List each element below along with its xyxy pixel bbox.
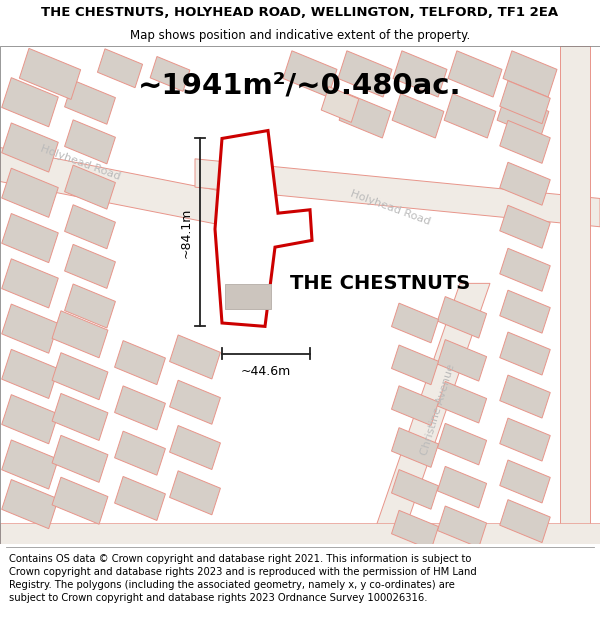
Bar <box>500 121 550 163</box>
Bar <box>500 332 550 375</box>
Bar <box>2 123 58 172</box>
Bar <box>2 394 58 444</box>
Bar <box>170 335 220 379</box>
Bar <box>115 341 166 384</box>
Text: ~1941m²/~0.480ac.: ~1941m²/~0.480ac. <box>138 71 462 99</box>
Polygon shape <box>370 283 490 544</box>
Bar <box>392 428 439 468</box>
Bar <box>2 259 58 308</box>
Polygon shape <box>195 159 600 227</box>
Bar <box>444 94 496 138</box>
Bar <box>65 244 115 288</box>
Bar <box>392 303 439 343</box>
Bar <box>500 205 550 248</box>
Bar <box>52 311 108 358</box>
Bar <box>52 352 108 400</box>
Text: Map shows position and indicative extent of the property.: Map shows position and indicative extent… <box>130 29 470 42</box>
Polygon shape <box>0 148 230 227</box>
Bar <box>392 345 439 385</box>
Bar <box>392 94 444 138</box>
Bar <box>52 478 108 524</box>
Bar <box>500 418 550 461</box>
Bar <box>2 479 58 529</box>
Text: THE CHESTNUTS, HOLYHEAD ROAD, WELLINGTON, TELFORD, TF1 2EA: THE CHESTNUTS, HOLYHEAD ROAD, WELLINGTON… <box>41 6 559 19</box>
Bar <box>497 94 549 138</box>
Bar <box>393 51 447 97</box>
Bar <box>392 386 439 426</box>
Text: THE CHESTNUTS: THE CHESTNUTS <box>290 274 470 293</box>
Text: Contains OS data © Crown copyright and database right 2021. This information is : Contains OS data © Crown copyright and d… <box>9 554 477 603</box>
Bar <box>52 436 108 482</box>
Bar <box>392 511 439 550</box>
Bar <box>339 94 391 138</box>
Bar <box>500 499 550 542</box>
Bar <box>500 162 550 205</box>
Bar <box>170 380 220 424</box>
Text: ~44.6m: ~44.6m <box>241 365 291 378</box>
Bar <box>338 51 392 97</box>
Bar <box>500 248 550 291</box>
Bar <box>150 56 190 91</box>
Bar <box>65 205 115 249</box>
Polygon shape <box>215 131 312 326</box>
Polygon shape <box>0 523 600 544</box>
Bar <box>2 349 58 399</box>
Bar <box>503 51 557 97</box>
Bar <box>115 431 166 475</box>
Text: Holyhead Road: Holyhead Road <box>38 143 121 181</box>
Bar <box>2 214 58 262</box>
Bar <box>500 290 550 333</box>
Text: Holyhead Road: Holyhead Road <box>349 188 431 227</box>
Bar <box>2 440 58 489</box>
Bar <box>65 120 115 164</box>
Bar <box>97 49 143 88</box>
Bar <box>500 460 550 503</box>
Text: ~84.1m: ~84.1m <box>179 208 193 258</box>
Bar <box>52 394 108 441</box>
Bar <box>500 81 550 124</box>
Bar <box>448 51 502 97</box>
Bar <box>225 284 271 309</box>
Bar <box>170 426 220 469</box>
Bar <box>437 466 487 508</box>
Bar <box>170 471 220 515</box>
Bar <box>437 506 487 548</box>
Bar <box>65 80 115 124</box>
Bar <box>2 304 58 353</box>
Bar <box>65 165 115 209</box>
Bar <box>437 381 487 423</box>
Bar <box>392 469 439 509</box>
Bar <box>437 423 487 465</box>
Bar <box>437 339 487 381</box>
Bar <box>283 51 337 97</box>
Bar <box>2 168 58 217</box>
Bar <box>2 78 58 127</box>
Bar <box>115 476 166 521</box>
Bar <box>500 375 550 418</box>
Bar <box>437 297 487 338</box>
Bar <box>65 284 115 328</box>
Bar <box>115 386 166 430</box>
Bar <box>321 87 359 123</box>
Text: Christine Avenue: Christine Avenue <box>419 363 457 457</box>
Polygon shape <box>560 46 590 544</box>
Bar <box>19 48 80 99</box>
